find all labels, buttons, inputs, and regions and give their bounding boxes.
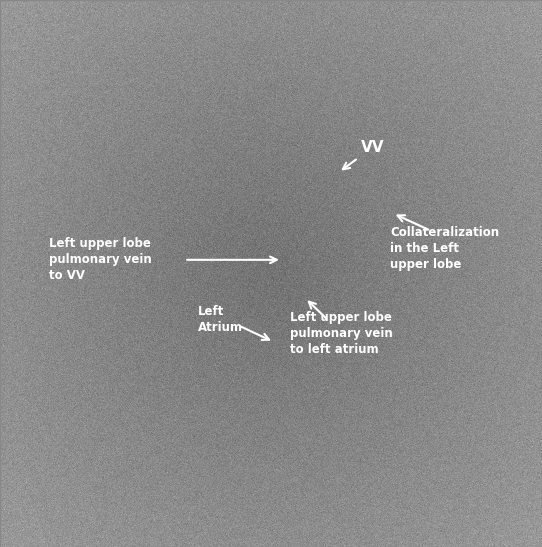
Text: Collateralization
in the Left
upper lobe: Collateralization in the Left upper lobe [390, 226, 499, 271]
Text: VV: VV [343, 140, 384, 169]
Text: Left upper lobe
pulmonary vein
to VV: Left upper lobe pulmonary vein to VV [49, 237, 152, 282]
Text: Left upper lobe
pulmonary vein
to left atrium: Left upper lobe pulmonary vein to left a… [290, 311, 393, 356]
Text: Left
Atrium: Left Atrium [198, 305, 243, 335]
